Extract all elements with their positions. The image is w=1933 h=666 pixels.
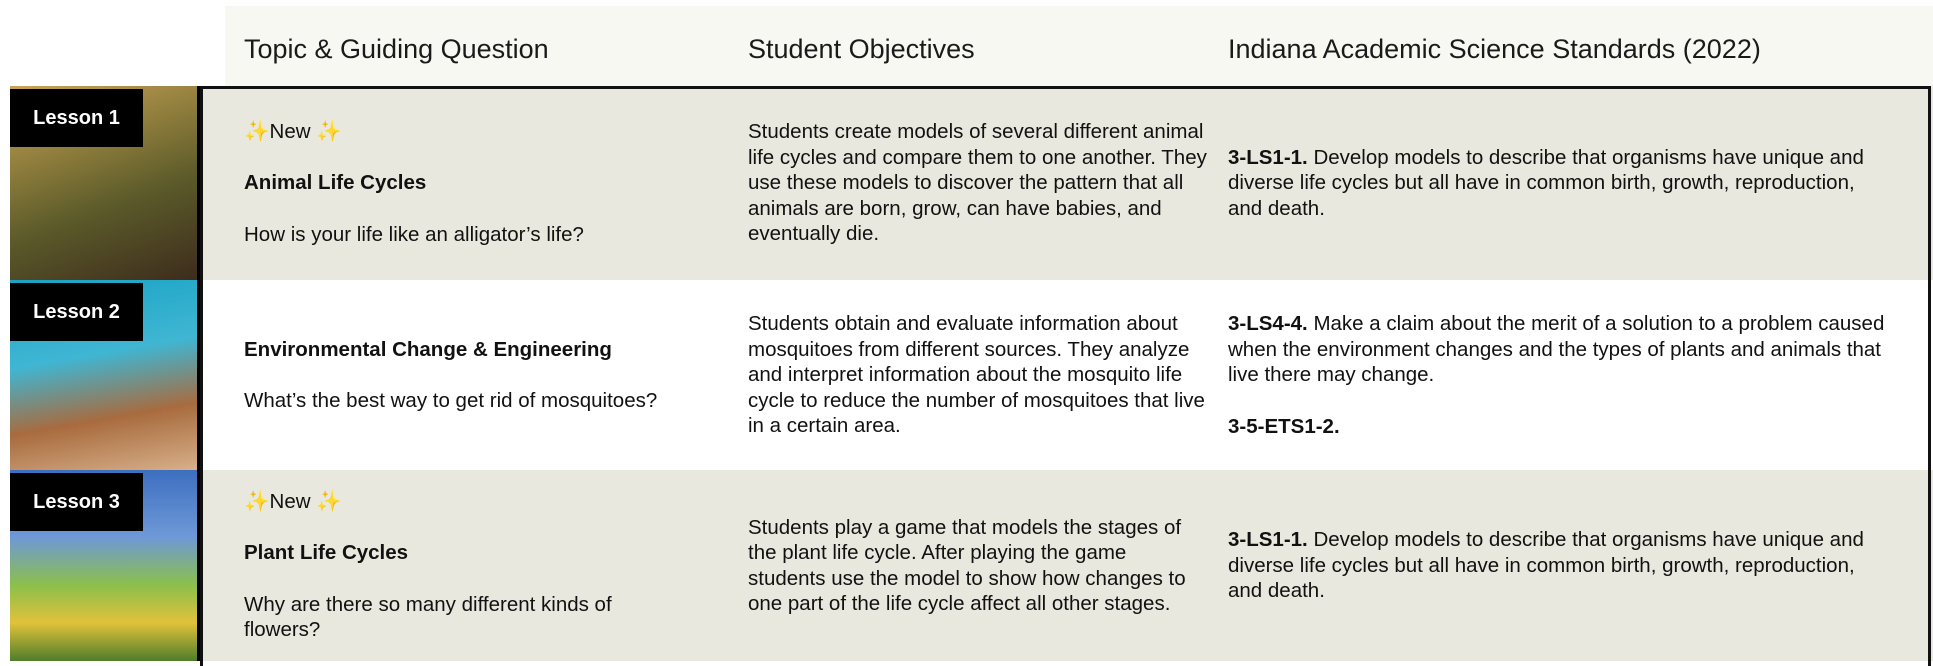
lesson-photo: Lesson 3 bbox=[10, 470, 200, 661]
new-badge: ✨New ✨ bbox=[244, 489, 342, 513]
standard-text: Make a claim about the merit of a soluti… bbox=[1228, 312, 1885, 386]
standards-cell: 3-LS1-1. Develop models to describe that… bbox=[1228, 470, 1888, 661]
standards-cell: 3-LS1-1. Develop models to describe that… bbox=[1228, 86, 1888, 280]
column-header: Topic & Guiding Question bbox=[244, 34, 549, 64]
standard-text: Develop models to describe that organism… bbox=[1228, 528, 1864, 603]
lesson-label: Lesson 3 bbox=[10, 473, 143, 531]
standard: 3-LS1-1. Develop models to describe that… bbox=[1228, 145, 1888, 222]
objectives-text: Students play a game that models the sta… bbox=[748, 515, 1186, 616]
topic-cell: Environmental Change & Engineering What’s… bbox=[244, 280, 684, 470]
standard-code: 3-LS4-4. bbox=[1228, 312, 1308, 335]
standard-text: Develop models to describe that organism… bbox=[1228, 145, 1864, 220]
table-row: Lesson 1 ✨New ✨ Animal Life Cycles How is y… bbox=[10, 86, 1933, 280]
column-header: Student Objectives bbox=[748, 34, 975, 64]
lesson-title: Animal Life Cycles bbox=[244, 171, 427, 195]
lesson-photo: Lesson 2 bbox=[10, 280, 200, 470]
standard: 3-LS1-1. Develop models to describe that… bbox=[1228, 527, 1888, 604]
topic-cell: ✨New ✨ Animal Life Cycles How is your life… bbox=[244, 86, 684, 280]
lesson-photo: Lesson 1 bbox=[10, 86, 200, 280]
objectives-cell: Students play a game that models the sta… bbox=[748, 470, 1208, 661]
objectives-text: Students create models of several differ… bbox=[748, 120, 1207, 246]
standard: 3-5-ETS1-2. bbox=[1228, 414, 1888, 440]
standard-code: 3-LS1-1. bbox=[1228, 145, 1308, 169]
new-badge: ✨New ✨ bbox=[244, 119, 342, 143]
standard-code: 3-LS1-1. bbox=[1228, 528, 1308, 552]
column-header: Indiana Academic Science Standards (2022… bbox=[1228, 34, 1761, 64]
lesson-label: Lesson 2 bbox=[10, 283, 143, 341]
guiding-question: What’s the best way to get rid of mosqui… bbox=[244, 389, 658, 412]
lesson-title: Environmental Change & Engineering bbox=[244, 337, 612, 361]
standards-cell: 3-LS4-4. Make a claim about the merit of… bbox=[1228, 280, 1888, 470]
guiding-question: Why are there so many different kinds of… bbox=[244, 592, 612, 642]
lesson-title: Plant Life Cycles bbox=[244, 541, 409, 564]
lesson-label: Lesson 1 bbox=[10, 89, 143, 147]
objectives-text: Students obtain and evaluate information… bbox=[748, 312, 1205, 438]
table-row: Lesson 2 Environmental Change & Engineeri… bbox=[10, 280, 1933, 470]
topic-cell: ✨New ✨ Plant Life Cycles Why are there so … bbox=[244, 470, 684, 661]
header: Topic & Guiding Question Student Objectiv… bbox=[225, 6, 1933, 86]
guiding-question: How is your life like an alligator’s lif… bbox=[244, 222, 584, 246]
table-row: Lesson 3 ✨New ✨ Plant Life Cycles Why are t… bbox=[10, 470, 1933, 661]
standard: 3-LS4-4. Make a claim about the merit of… bbox=[1228, 311, 1888, 388]
standard-code: 3-5-ETS1-2. bbox=[1228, 414, 1340, 438]
objectives-cell: Students create models of several differ… bbox=[748, 86, 1208, 280]
objectives-cell: Students obtain and evaluate information… bbox=[748, 280, 1208, 470]
